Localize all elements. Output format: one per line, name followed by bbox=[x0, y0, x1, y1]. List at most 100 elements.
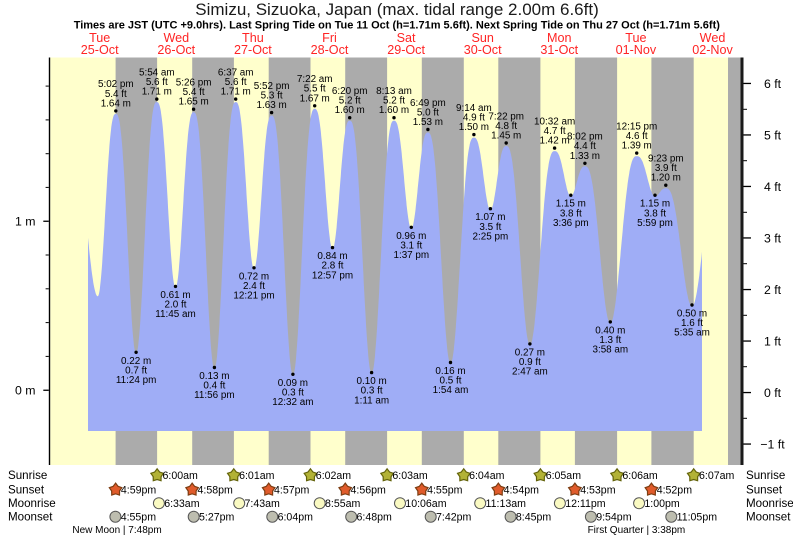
svg-text:3.8 ft: 3.8 ft bbox=[644, 208, 666, 219]
svg-text:28-Oct: 28-Oct bbox=[311, 43, 349, 57]
svg-text:0.50 m: 0.50 m bbox=[677, 309, 707, 320]
svg-text:1.45 m: 1.45 m bbox=[491, 131, 521, 142]
svg-text:Simizu, Sizuoka, Japan (max. t: Simizu, Sizuoka, Japan (max. tidal range… bbox=[195, 0, 598, 19]
svg-text:0.9 ft: 0.9 ft bbox=[519, 357, 541, 368]
svg-text:5.0 ft: 5.0 ft bbox=[417, 107, 439, 118]
svg-text:0.13 m: 0.13 m bbox=[199, 371, 229, 382]
svg-text:5.6 ft: 5.6 ft bbox=[225, 77, 247, 88]
svg-text:1.20 m: 1.20 m bbox=[651, 173, 681, 184]
svg-text:3.5 ft: 3.5 ft bbox=[479, 222, 501, 233]
svg-text:Tue: Tue bbox=[625, 31, 646, 45]
svg-text:4:59pm: 4:59pm bbox=[121, 485, 157, 497]
svg-text:11:13am: 11:13am bbox=[486, 498, 527, 510]
svg-text:1.71 m: 1.71 m bbox=[221, 87, 251, 98]
svg-text:1 m: 1 m bbox=[15, 215, 36, 229]
svg-text:5:27pm: 5:27pm bbox=[199, 512, 235, 524]
svg-text:Sun: Sun bbox=[471, 31, 493, 45]
svg-text:4 ft: 4 ft bbox=[764, 180, 782, 194]
svg-text:3.1 ft: 3.1 ft bbox=[400, 240, 422, 251]
svg-text:5:26 pm: 5:26 pm bbox=[176, 78, 212, 89]
svg-text:Tue: Tue bbox=[89, 31, 110, 45]
svg-text:1:37 pm: 1:37 pm bbox=[393, 250, 429, 261]
svg-text:1.65 m: 1.65 m bbox=[178, 97, 208, 108]
svg-text:2:25 pm: 2:25 pm bbox=[473, 231, 509, 242]
svg-text:1.33 m: 1.33 m bbox=[570, 151, 600, 162]
svg-text:5.2 ft: 5.2 ft bbox=[383, 96, 405, 107]
svg-text:5.4 ft: 5.4 ft bbox=[105, 89, 127, 100]
svg-text:01-Nov: 01-Nov bbox=[616, 43, 657, 57]
svg-text:4.6 ft: 4.6 ft bbox=[626, 131, 648, 142]
svg-text:4.4 ft: 4.4 ft bbox=[574, 141, 596, 152]
svg-text:2.8 ft: 2.8 ft bbox=[322, 261, 344, 272]
svg-text:6:07am: 6:07am bbox=[699, 470, 735, 482]
svg-text:Sat: Sat bbox=[397, 31, 416, 45]
svg-text:8:02 pm: 8:02 pm bbox=[567, 132, 603, 143]
svg-text:6:02am: 6:02am bbox=[316, 470, 352, 482]
svg-text:Wed: Wed bbox=[163, 31, 189, 45]
svg-text:6:20 pm: 6:20 pm bbox=[332, 86, 368, 97]
svg-text:Wed: Wed bbox=[700, 31, 726, 45]
svg-text:1.60 m: 1.60 m bbox=[379, 105, 409, 116]
svg-text:Sunset: Sunset bbox=[746, 484, 783, 497]
svg-text:9:54pm: 9:54pm bbox=[596, 512, 632, 524]
svg-text:6:06am: 6:06am bbox=[622, 470, 658, 482]
svg-text:Thu: Thu bbox=[242, 31, 264, 45]
svg-text:3 ft: 3 ft bbox=[764, 231, 782, 245]
svg-text:12:32 am: 12:32 am bbox=[272, 397, 313, 408]
svg-text:1:54 am: 1:54 am bbox=[433, 385, 469, 396]
svg-text:1.53 m: 1.53 m bbox=[413, 117, 443, 128]
svg-text:1.64 m: 1.64 m bbox=[101, 98, 131, 109]
svg-text:5:54 am: 5:54 am bbox=[139, 67, 175, 78]
svg-text:4:54pm: 4:54pm bbox=[504, 485, 540, 497]
svg-text:6:33am: 6:33am bbox=[164, 498, 200, 510]
svg-text:4:53pm: 4:53pm bbox=[580, 485, 616, 497]
svg-text:1.63 m: 1.63 m bbox=[256, 100, 286, 111]
svg-text:0.3 ft: 0.3 ft bbox=[282, 387, 304, 398]
svg-text:1 ft: 1 ft bbox=[764, 334, 782, 348]
svg-text:11:45 am: 11:45 am bbox=[155, 309, 195, 320]
svg-text:7:42pm: 7:42pm bbox=[436, 512, 472, 524]
svg-text:0.27 m: 0.27 m bbox=[515, 347, 545, 358]
svg-text:Fri: Fri bbox=[322, 31, 337, 45]
svg-text:11:05pm: 11:05pm bbox=[677, 512, 718, 524]
svg-text:2 ft: 2 ft bbox=[764, 283, 782, 297]
svg-text:6:00am: 6:00am bbox=[163, 470, 199, 482]
svg-text:5.6 ft: 5.6 ft bbox=[146, 77, 168, 88]
svg-text:0.09 m: 0.09 m bbox=[278, 378, 308, 389]
svg-text:1.6 ft: 1.6 ft bbox=[681, 318, 703, 329]
svg-text:1:00pm: 1:00pm bbox=[644, 498, 680, 510]
svg-text:5.3 ft: 5.3 ft bbox=[261, 91, 283, 102]
svg-text:5:02 pm: 5:02 pm bbox=[98, 79, 134, 90]
svg-text:Sunrise: Sunrise bbox=[8, 469, 47, 482]
svg-text:1.15 m: 1.15 m bbox=[640, 199, 670, 210]
svg-text:4:55pm: 4:55pm bbox=[121, 512, 157, 524]
svg-text:Sunrise: Sunrise bbox=[746, 469, 785, 482]
svg-text:4:57pm: 4:57pm bbox=[274, 485, 310, 497]
svg-text:5.5 ft: 5.5 ft bbox=[304, 84, 326, 95]
svg-text:3.9 ft: 3.9 ft bbox=[655, 163, 677, 174]
svg-text:7:22 am: 7:22 am bbox=[297, 74, 333, 85]
svg-text:5.2 ft: 5.2 ft bbox=[339, 96, 361, 107]
svg-text:12:15 pm: 12:15 pm bbox=[616, 121, 657, 132]
svg-text:0 ft: 0 ft bbox=[764, 386, 782, 400]
svg-text:4:55pm: 4:55pm bbox=[427, 485, 463, 497]
svg-text:5.4 ft: 5.4 ft bbox=[183, 87, 205, 98]
svg-text:29-Oct: 29-Oct bbox=[387, 43, 425, 57]
svg-text:Mon: Mon bbox=[547, 31, 572, 45]
svg-text:6:04am: 6:04am bbox=[469, 470, 505, 482]
svg-text:9:23 pm: 9:23 pm bbox=[648, 154, 684, 165]
svg-text:0.4 ft: 0.4 ft bbox=[203, 381, 225, 392]
svg-text:12:21 pm: 12:21 pm bbox=[233, 291, 274, 302]
svg-text:02-Nov: 02-Nov bbox=[692, 43, 733, 57]
svg-text:6:01am: 6:01am bbox=[239, 470, 275, 482]
svg-text:3:36 pm: 3:36 pm bbox=[553, 218, 589, 229]
svg-text:1:11 am: 1:11 am bbox=[354, 395, 389, 406]
svg-text:Moonset: Moonset bbox=[8, 511, 53, 524]
svg-text:8:13 am: 8:13 am bbox=[376, 86, 412, 97]
svg-text:2.4 ft: 2.4 ft bbox=[243, 281, 265, 292]
svg-text:Times are JST (UTC +9.0hrs). L: Times are JST (UTC +9.0hrs). Last Spring… bbox=[74, 19, 721, 31]
svg-text:1.15 m: 1.15 m bbox=[556, 199, 586, 210]
svg-text:6:49 pm: 6:49 pm bbox=[410, 98, 446, 109]
svg-text:1.39 m: 1.39 m bbox=[622, 141, 652, 152]
svg-text:4.7 ft: 4.7 ft bbox=[544, 126, 566, 137]
